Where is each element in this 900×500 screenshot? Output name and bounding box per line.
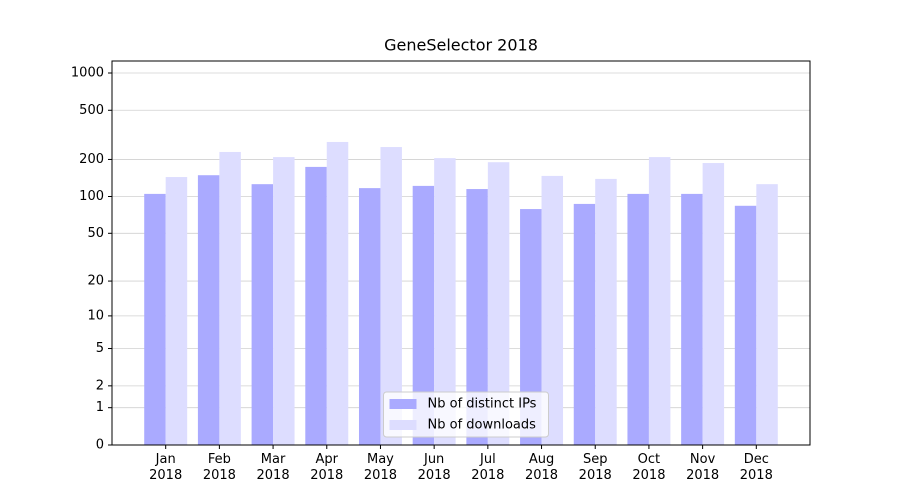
bar xyxy=(380,147,402,445)
x-tick-label: Dec 2018 xyxy=(739,452,773,483)
legend-swatch xyxy=(389,399,417,409)
bar xyxy=(541,175,564,446)
bar xyxy=(627,193,649,445)
legend-frame xyxy=(383,391,549,438)
bar xyxy=(251,184,274,445)
y-tick-label: 0 xyxy=(96,438,104,453)
bar xyxy=(595,178,617,445)
legend: Nb of distinct IPs Nb of downloads xyxy=(383,391,549,438)
y-tick-label: 1000 xyxy=(71,66,104,81)
legend-swatch xyxy=(389,420,417,430)
y-tick-label: 500 xyxy=(79,103,104,118)
y-tick-label: 50 xyxy=(87,226,104,241)
x-tick-label: Apr 2018 xyxy=(310,452,344,483)
bar xyxy=(573,203,596,445)
y-tick-label: 5 xyxy=(96,341,104,356)
x-tick-label: Aug 2018 xyxy=(524,452,559,483)
x-tick-label: Jun 2018 xyxy=(417,452,451,483)
x-tick-label: Jan 2018 xyxy=(149,452,183,483)
x-tick-label: Sep 2018 xyxy=(578,452,612,483)
legend-label: Nb of distinct IPs xyxy=(428,397,537,412)
bar xyxy=(273,157,295,445)
bar xyxy=(219,151,241,445)
bar xyxy=(434,158,456,445)
x-tick-label: Nov 2018 xyxy=(686,452,720,483)
bar xyxy=(412,185,435,445)
y-tick-label: 2 xyxy=(96,378,104,393)
bar xyxy=(648,157,671,445)
x-tick-label: Oct 2018 xyxy=(632,452,666,483)
bar xyxy=(358,188,381,445)
bar xyxy=(165,177,188,445)
bar xyxy=(756,184,778,445)
y-tick-label: 200 xyxy=(79,152,104,167)
bar xyxy=(702,163,725,446)
x-tick-label: Feb 2018 xyxy=(202,452,236,483)
bar xyxy=(681,193,703,445)
bar xyxy=(487,162,510,445)
bar xyxy=(326,141,349,445)
x-tick-label: Mar 2018 xyxy=(256,452,290,483)
bar xyxy=(734,205,757,445)
chart-title: GeneSelector 2018 xyxy=(384,36,538,55)
y-tick-label: 100 xyxy=(79,189,104,204)
bar xyxy=(466,189,488,445)
x-tick-label: May 2018 xyxy=(363,452,397,483)
y-tick-label: 20 xyxy=(87,274,104,289)
bar xyxy=(144,193,166,445)
plot-frame xyxy=(111,60,811,446)
bar xyxy=(197,175,220,445)
y-tick-label: 10 xyxy=(87,308,104,323)
y-tick-label: 1 xyxy=(96,400,104,415)
x-tick-label: Jul 2018 xyxy=(471,452,505,483)
bar xyxy=(520,209,542,445)
legend-label: Nb of downloads xyxy=(428,418,537,433)
bar xyxy=(305,166,327,445)
